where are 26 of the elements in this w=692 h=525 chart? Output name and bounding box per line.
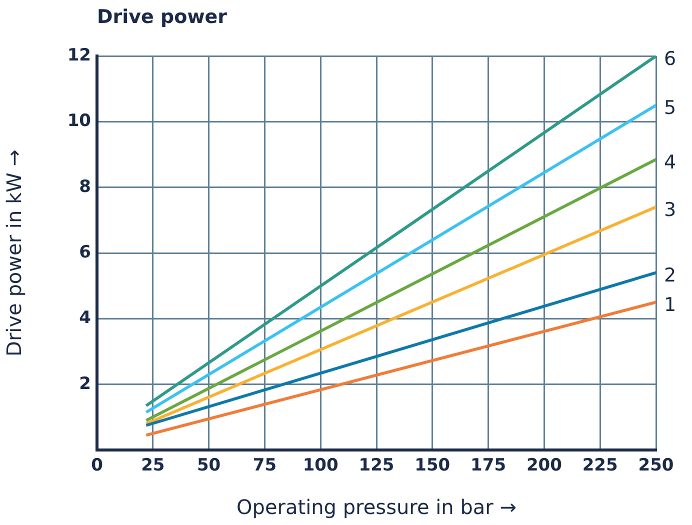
x-tick-label: 225 xyxy=(582,456,618,476)
x-tick-label: 75 xyxy=(252,456,277,476)
series-label: 5 xyxy=(664,97,676,120)
y-tick-label: 10 xyxy=(67,111,92,132)
y-tick-label: 12 xyxy=(67,45,91,66)
x-tick-label: 250 xyxy=(638,456,674,476)
series-label: 4 xyxy=(664,151,676,174)
x-tick-label: 200 xyxy=(526,456,562,476)
series-label: 3 xyxy=(664,198,676,221)
y-tick-label: 8 xyxy=(79,176,91,197)
y-tick-label: 4 xyxy=(79,308,92,328)
series-label: 6 xyxy=(664,48,676,70)
x-axis-title: Operating pressure in bar → xyxy=(236,495,516,520)
series-label: 1 xyxy=(664,294,676,316)
x-tick-label: 100 xyxy=(302,456,339,476)
chart-title: Drive power xyxy=(97,6,228,28)
x-tick-label: 175 xyxy=(470,456,506,476)
x-tick-label: 0 xyxy=(91,456,104,476)
y-tick-label: 2 xyxy=(79,374,91,394)
series-label: 2 xyxy=(664,264,676,287)
x-tick-label: 150 xyxy=(414,456,450,476)
x-tick-label: 50 xyxy=(196,456,221,476)
x-tick-label: 25 xyxy=(141,456,165,476)
x-tick-label: 125 xyxy=(358,456,394,476)
y-tick-label: 6 xyxy=(79,242,91,262)
y-axis-title: Drive power in kW → xyxy=(2,150,26,356)
